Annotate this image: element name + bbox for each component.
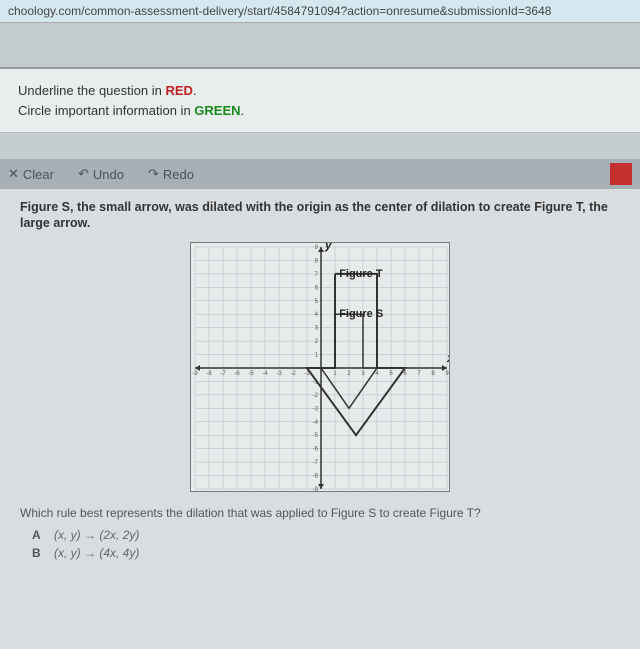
instruction-line-1: Underline the question in RED. bbox=[18, 81, 622, 101]
header-gap bbox=[0, 23, 640, 69]
annotation-toolbar: ✕ Clear ↶ Undo ↷ Redo bbox=[0, 159, 640, 189]
svg-text:x: x bbox=[446, 351, 450, 365]
svg-text:3: 3 bbox=[361, 371, 365, 377]
svg-text:-9: -9 bbox=[313, 487, 319, 492]
svg-text:8: 8 bbox=[431, 371, 435, 377]
redo-label: Redo bbox=[163, 167, 194, 182]
svg-text:-4: -4 bbox=[313, 419, 319, 425]
svg-text:7: 7 bbox=[315, 271, 319, 277]
redo-button[interactable]: ↷ Redo bbox=[148, 166, 194, 182]
svg-text:5: 5 bbox=[315, 298, 319, 304]
svg-text:5: 5 bbox=[389, 371, 393, 377]
undo-button[interactable]: ↶ Undo bbox=[78, 166, 124, 182]
answer-option[interactable]: A (x, y) → (2x, 2y) bbox=[32, 528, 620, 542]
red-color-swatch[interactable] bbox=[610, 163, 632, 185]
clear-button[interactable]: ✕ Clear bbox=[8, 166, 54, 182]
svg-text:2: 2 bbox=[347, 371, 351, 377]
svg-text:7: 7 bbox=[417, 371, 421, 377]
svg-text:-2: -2 bbox=[290, 371, 296, 377]
svg-text:4: 4 bbox=[315, 312, 319, 318]
answer-text: (x, y) → (2x, 2y) bbox=[54, 528, 139, 542]
svg-text:9: 9 bbox=[445, 371, 449, 377]
answer-label: B bbox=[32, 546, 44, 560]
svg-text:6: 6 bbox=[315, 285, 319, 291]
svg-text:-5: -5 bbox=[313, 433, 319, 439]
svg-text:-3: -3 bbox=[313, 406, 319, 412]
svg-text:-3: -3 bbox=[276, 371, 282, 377]
svg-text:-6: -6 bbox=[234, 371, 240, 377]
clear-label: Clear bbox=[23, 167, 54, 182]
green-word: GREEN bbox=[194, 103, 240, 118]
dilation-chart: -9-9-8-8-7-7-6-6-5-5-4-4-3-3-2-2-1-11122… bbox=[190, 242, 450, 492]
undo-icon: ↶ bbox=[78, 166, 89, 182]
question-text: Which rule best represents the dilation … bbox=[20, 506, 620, 520]
svg-text:-2: -2 bbox=[313, 392, 319, 398]
answer-option[interactable]: B (x, y) → (4x, 4y) bbox=[32, 546, 620, 560]
answer-label: A bbox=[32, 528, 44, 542]
redo-icon: ↷ bbox=[148, 166, 159, 182]
svg-text:-7: -7 bbox=[220, 371, 226, 377]
svg-text:3: 3 bbox=[315, 325, 319, 331]
svg-text:-8: -8 bbox=[206, 371, 212, 377]
close-icon: ✕ bbox=[8, 166, 19, 182]
undo-label: Undo bbox=[93, 167, 124, 182]
svg-text:-7: -7 bbox=[313, 460, 319, 466]
svg-text:-6: -6 bbox=[313, 446, 319, 452]
svg-text:4: 4 bbox=[375, 371, 379, 377]
svg-text:Figure T: Figure T bbox=[339, 267, 383, 279]
answer-list: A (x, y) → (2x, 2y) B (x, y) → (4x, 4y) bbox=[20, 528, 620, 560]
svg-text:2: 2 bbox=[315, 339, 319, 345]
instruction-line-2: Circle important information in GREEN. bbox=[18, 101, 622, 121]
svg-text:-8: -8 bbox=[313, 473, 319, 479]
svg-text:8: 8 bbox=[315, 258, 319, 264]
red-word: RED bbox=[165, 83, 192, 98]
svg-text:Figure S: Figure S bbox=[339, 308, 383, 320]
instructions-panel: Underline the question in RED. Circle im… bbox=[0, 69, 640, 133]
svg-text:-5: -5 bbox=[248, 371, 254, 377]
question-prompt: Figure S, the small arrow, was dilated w… bbox=[20, 199, 620, 232]
mid-gap bbox=[0, 133, 640, 159]
url-bar[interactable]: choology.com/common-assessment-delivery/… bbox=[0, 0, 640, 23]
svg-text:6: 6 bbox=[403, 371, 407, 377]
svg-text:1: 1 bbox=[315, 352, 319, 358]
svg-text:-4: -4 bbox=[262, 371, 268, 377]
answer-text: (x, y) → (4x, 4y) bbox=[54, 546, 139, 560]
chart-container: -9-9-8-8-7-7-6-6-5-5-4-4-3-3-2-2-1-11122… bbox=[20, 242, 620, 492]
svg-text:-9: -9 bbox=[192, 371, 198, 377]
svg-text:1: 1 bbox=[333, 371, 337, 377]
svg-text:9: 9 bbox=[315, 245, 319, 251]
svg-text:y: y bbox=[324, 242, 333, 252]
question-content: Figure S, the small arrow, was dilated w… bbox=[0, 189, 640, 649]
